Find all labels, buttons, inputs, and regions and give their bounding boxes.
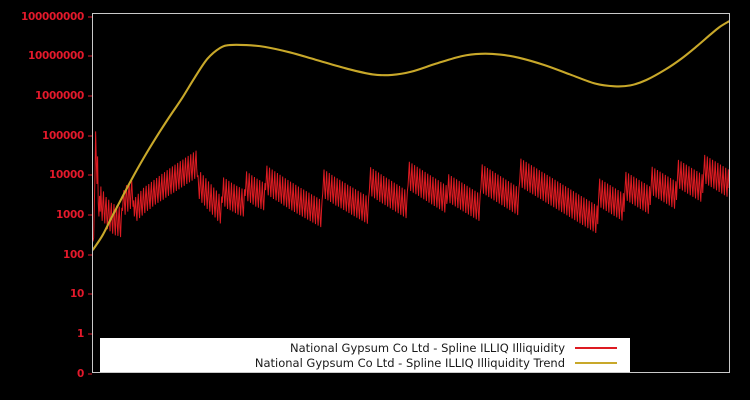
y-axis-tick-mark [88,214,92,216]
legend-swatch-trend [575,361,617,364]
legend-label: National Gypsum Co Ltd - Spline ILLIQ Il… [254,355,565,370]
y-axis-tick-label: 0 [76,367,84,380]
series-line-illiquidity [93,131,729,241]
y-axis-tick-label: 10 [69,288,84,301]
y-axis-tick-mark [88,16,92,17]
y-axis-tick-label: 10000000 [27,50,84,63]
y-axis-tick-mark [88,254,92,255]
plot-svg [93,14,729,372]
plot-area [92,13,730,373]
y-axis-tick-mark [88,333,92,335]
legend-item: National Gypsum Co Ltd - Spline ILLIQ Il… [101,355,621,370]
y-axis-tick-label: 1 [76,327,84,340]
y-axis-tick-label: 100 [62,248,84,261]
y-axis-tick-mark [88,135,92,136]
y-axis-tick-mark [88,293,92,295]
y-axis-tick-label: 1000 [55,208,84,221]
y-axis: 100000000 10000000 1000000 100000 10000 1000 1… [0,0,92,400]
y-axis-tick-mark [88,95,92,97]
series-line-trend [93,21,729,249]
y-axis-tick-mark [88,55,92,57]
y-axis-tick-label: 100000000 [20,10,84,23]
legend-swatch-illiquidity [575,346,617,349]
y-axis-tick-mark [88,174,92,176]
legend-item: National Gypsum Co Ltd - Spline ILLIQ Il… [101,340,621,355]
legend-label: National Gypsum Co Ltd - Spline ILLIQ Il… [289,340,565,355]
y-axis-tick-mark [88,373,92,374]
y-axis-tick-label: 1000000 [34,89,84,102]
chart-legend: National Gypsum Co Ltd - Spline ILLIQ Il… [100,338,630,372]
y-axis-tick-label: 100000 [41,129,84,142]
y-axis-tick-label: 10000 [48,169,84,182]
